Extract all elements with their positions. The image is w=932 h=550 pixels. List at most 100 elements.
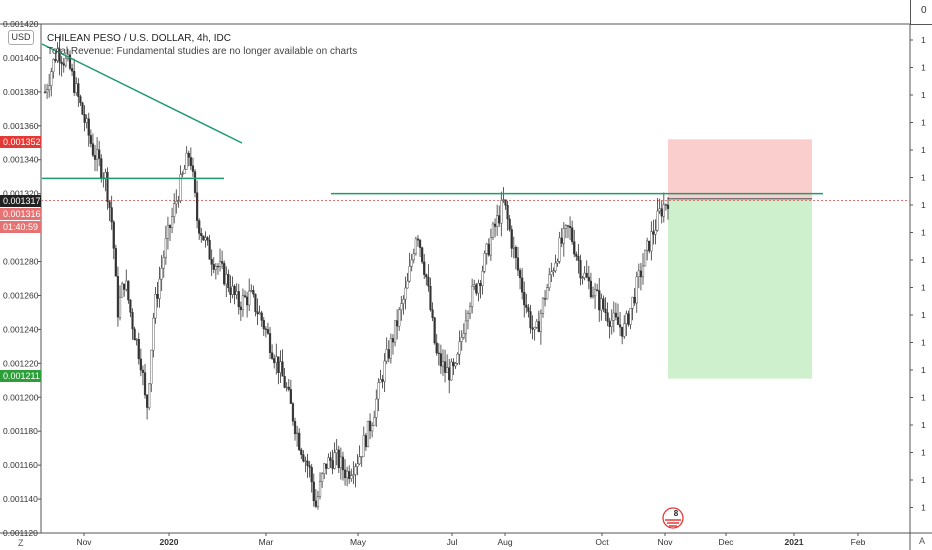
candle-body: [562, 228, 565, 244]
right-tick-label: 1: [921, 228, 926, 238]
right-tick-label: 1: [921, 420, 926, 430]
candle-body: [154, 294, 157, 319]
candle-body: [591, 295, 595, 298]
candle-body: [583, 272, 586, 278]
right-tick-label: 1: [921, 365, 926, 375]
candle-body: [581, 277, 584, 279]
candle-body: [429, 286, 432, 310]
candle-body: [152, 317, 155, 351]
candle-body: [496, 215, 499, 227]
candle-body: [666, 204, 670, 209]
candle-body: [335, 449, 338, 453]
right-tick-label: 1: [921, 173, 926, 183]
candle-body: [608, 321, 611, 327]
candle-body: [73, 70, 76, 93]
x-tick-label: 2021: [785, 537, 804, 547]
candle-body: [323, 463, 326, 474]
candle-body: [308, 465, 311, 468]
x-tick-label: Nov: [657, 537, 673, 547]
current-price-tag: 0.001316: [0, 208, 41, 220]
candle-body: [331, 460, 334, 469]
candle-body: [221, 261, 224, 264]
candle-body: [139, 358, 142, 371]
candle-body: [354, 466, 357, 475]
candle-body: [627, 313, 630, 325]
candle-body: [273, 358, 276, 363]
x-tick-label: Feb: [851, 537, 866, 547]
candle-body: [383, 360, 386, 382]
candle-body: [262, 320, 265, 330]
settings-corner[interactable]: 0: [910, 0, 932, 25]
candle-body: [131, 312, 134, 330]
candle-body: [196, 192, 199, 221]
candle-body: [546, 287, 549, 300]
candles: [43, 36, 670, 510]
candle-body: [616, 316, 620, 325]
candle-body: [231, 285, 234, 295]
candle-body: [70, 68, 74, 72]
candle-body: [256, 311, 259, 315]
candle-body: [202, 235, 205, 241]
candle-body: [204, 237, 207, 241]
candle-body: [452, 361, 455, 367]
candle-body: [483, 253, 486, 272]
stop-loss-zone: [668, 139, 812, 199]
candle-body: [266, 329, 270, 334]
candle-body: [285, 386, 288, 389]
candle-body: [504, 199, 507, 206]
x-tick-label: Aug: [497, 537, 512, 547]
candle-body: [341, 456, 345, 471]
zoom-label[interactable]: Z: [18, 538, 24, 548]
candle-body: [650, 231, 653, 252]
right-tick-label: 1: [921, 338, 926, 348]
candle-body: [412, 253, 415, 261]
candle-body: [456, 353, 459, 364]
candle-body: [158, 278, 161, 299]
candle-body: [216, 266, 220, 268]
candle-body: [264, 328, 267, 330]
candle-body: [554, 262, 557, 272]
candle-body: [477, 283, 480, 294]
candle-body: [552, 270, 555, 273]
candle-body: [227, 274, 230, 289]
candle-body: [271, 352, 274, 359]
y-tick-label: 0.001320: [3, 189, 39, 199]
candle-body: [60, 61, 63, 64]
candle-body: [283, 376, 286, 388]
y-tick-label: 0.001140: [3, 494, 38, 504]
candle-body: [602, 298, 605, 310]
candle-body: [529, 311, 532, 329]
candle-body: [129, 299, 132, 313]
candle-body: [485, 243, 488, 254]
candle-body: [450, 361, 453, 381]
candle-body: [333, 452, 336, 469]
candle-body: [223, 263, 226, 285]
candle-body: [481, 271, 484, 286]
candle-body: [173, 203, 176, 217]
candle-body: [446, 367, 449, 373]
candle-body: [233, 285, 236, 295]
auto-scale-label[interactable]: A: [919, 536, 926, 546]
candle-body: [404, 287, 407, 300]
candle-body: [133, 328, 136, 341]
candle-body: [241, 295, 245, 310]
candle-body: [516, 257, 520, 271]
candle-body: [164, 238, 167, 258]
earnings-event-badge[interactable]: 8: [662, 507, 684, 529]
right-tick-label: 1: [921, 35, 926, 45]
candle-body: [535, 321, 538, 328]
candle-body: [431, 309, 434, 318]
take-profit-zone: [668, 198, 812, 379]
candle-body: [98, 149, 101, 159]
candle-body: [235, 291, 238, 295]
candle-body: [87, 118, 90, 136]
candle-body: [618, 324, 622, 328]
candle-body: [79, 96, 82, 104]
currency-badge[interactable]: USD: [8, 30, 34, 45]
right-tick-label: 1: [921, 283, 926, 293]
candle-body: [183, 169, 186, 174]
x-tick-label: 2020: [160, 537, 179, 547]
candle-body: [293, 421, 297, 435]
